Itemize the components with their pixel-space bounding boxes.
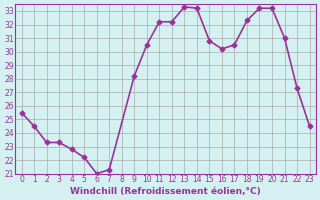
X-axis label: Windchill (Refroidissement éolien,°C): Windchill (Refroidissement éolien,°C) xyxy=(70,187,261,196)
